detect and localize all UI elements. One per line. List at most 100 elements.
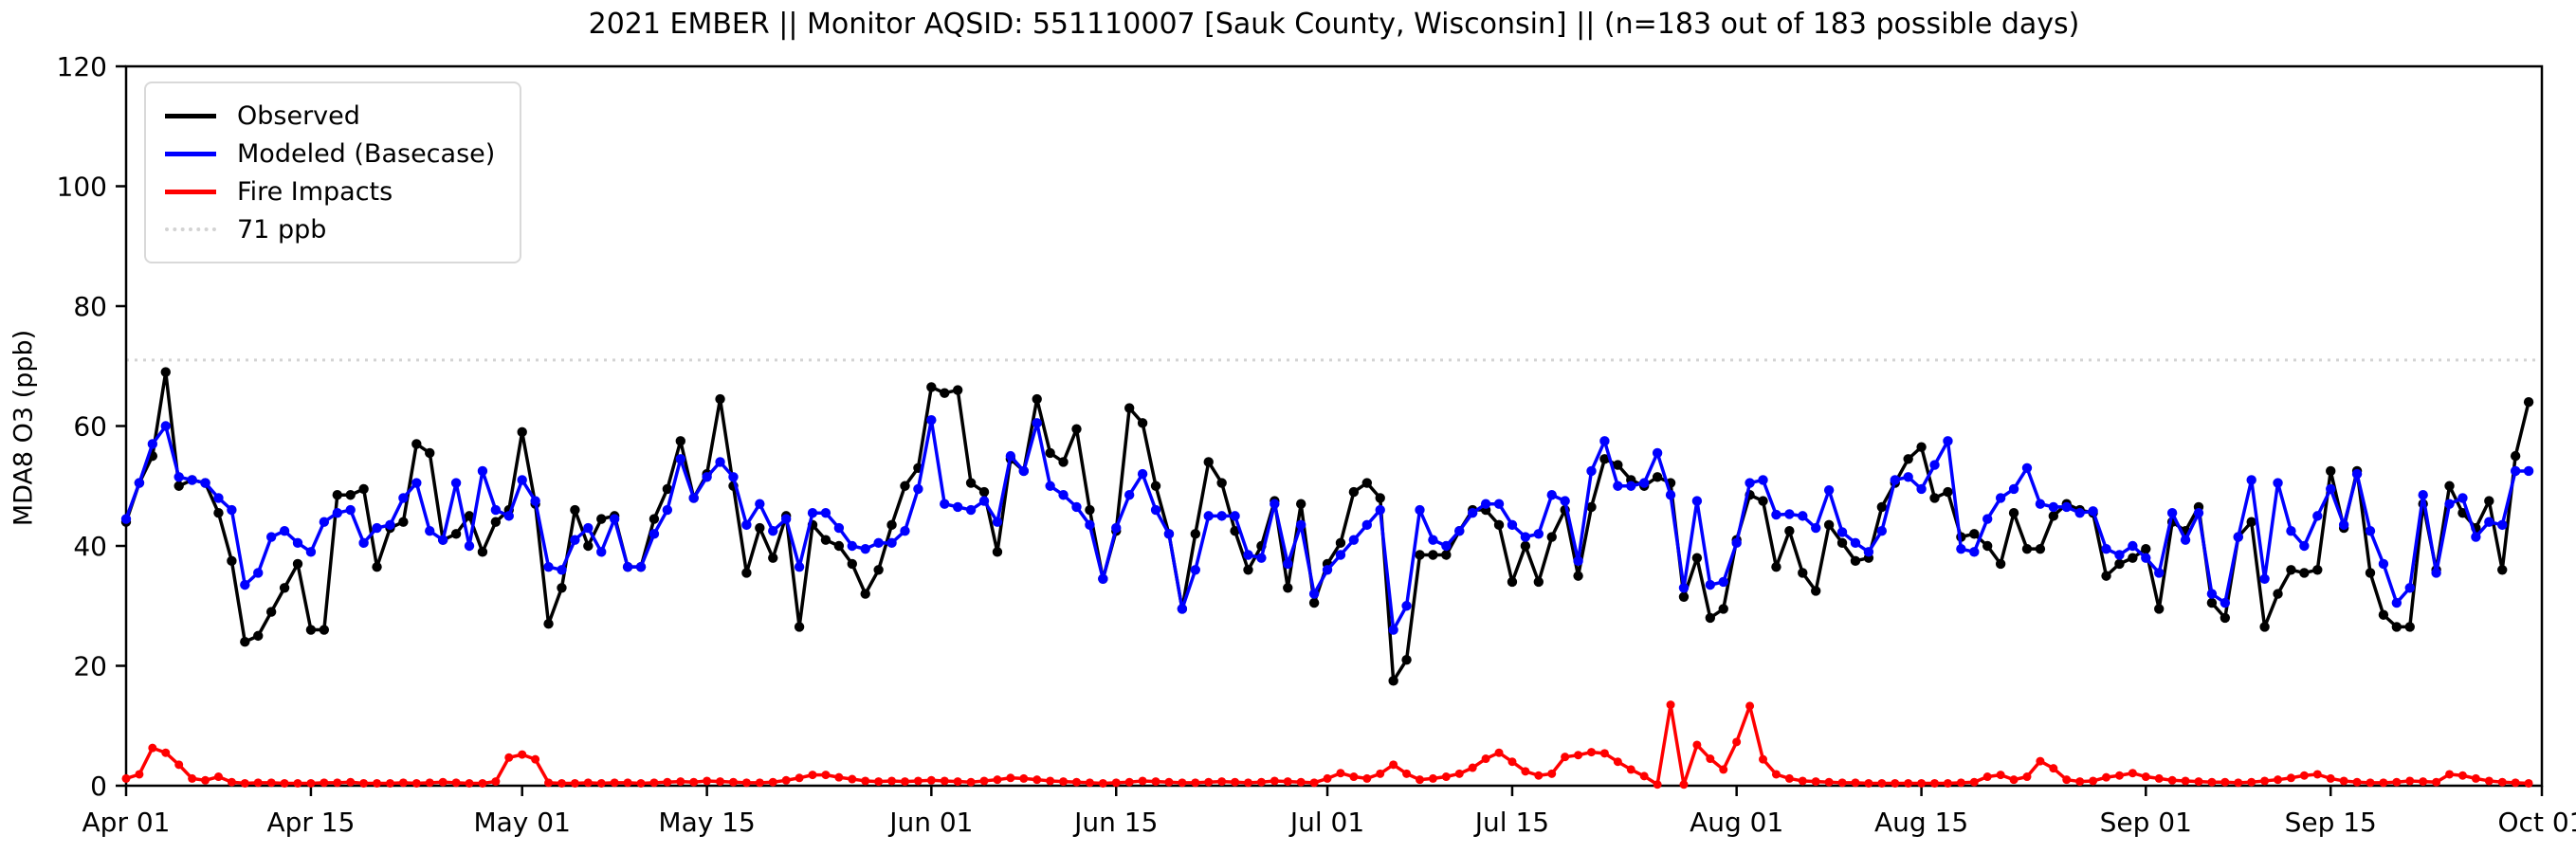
x-tick-label: Oct 01 xyxy=(2498,807,2576,838)
data-point xyxy=(2022,772,2032,782)
data-point xyxy=(1547,769,1557,778)
data-point xyxy=(1230,511,1240,521)
data-point xyxy=(385,778,394,788)
data-point xyxy=(900,525,910,536)
legend-label-observed: Observed xyxy=(237,100,360,131)
data-point xyxy=(741,778,751,788)
data-point xyxy=(1085,519,1095,531)
data-point xyxy=(1758,475,1768,485)
data-point xyxy=(940,388,950,398)
data-point xyxy=(2062,775,2072,785)
legend-item-threshold: 71 ppb xyxy=(165,210,495,248)
data-point xyxy=(2154,604,2165,614)
y-tick-label: 80 xyxy=(73,291,107,322)
data-point xyxy=(1771,561,1781,572)
data-point xyxy=(358,483,369,495)
data-point xyxy=(2378,609,2389,620)
legend-label-fire: Fire Impacts xyxy=(237,176,393,207)
data-point xyxy=(227,777,236,787)
data-point xyxy=(1943,486,1953,498)
data-point xyxy=(1574,751,1583,760)
data-point xyxy=(557,583,567,593)
data-point xyxy=(1416,775,1425,785)
data-point xyxy=(345,490,356,500)
data-point xyxy=(2524,778,2533,788)
data-point xyxy=(715,393,725,405)
data-point xyxy=(2036,756,2045,766)
data-point xyxy=(1943,778,1952,788)
data-point xyxy=(1759,754,1768,764)
data-point xyxy=(2431,568,2441,578)
data-point xyxy=(900,777,909,787)
data-point xyxy=(1652,472,1663,482)
data-point xyxy=(1046,776,1055,786)
data-point xyxy=(1653,780,1662,789)
data-point xyxy=(2299,568,2310,578)
data-point xyxy=(135,770,144,779)
data-point xyxy=(1376,769,1385,778)
data-point xyxy=(2523,465,2534,477)
data-point xyxy=(490,517,502,527)
data-point xyxy=(1005,450,1016,462)
data-point xyxy=(2246,475,2256,485)
data-point xyxy=(1771,509,1781,520)
data-point xyxy=(978,486,990,498)
data-point xyxy=(1375,504,1385,516)
legend-label-threshold: 71 ppb xyxy=(237,214,327,245)
data-point xyxy=(1335,537,1346,549)
data-point xyxy=(1903,454,1913,464)
data-point xyxy=(2075,777,2085,787)
data-point xyxy=(1533,576,1544,588)
data-point xyxy=(1203,457,1214,467)
data-point xyxy=(1019,773,1029,783)
data-point xyxy=(1969,547,1980,557)
data-point xyxy=(2247,777,2256,787)
data-point xyxy=(1415,550,1425,560)
data-point xyxy=(965,504,977,516)
data-point xyxy=(332,508,342,518)
data-point xyxy=(358,537,369,549)
legend-item-modeled: Modeled (Basecase) xyxy=(165,135,495,172)
data-point xyxy=(926,775,936,785)
data-point xyxy=(1401,601,1412,611)
data-point xyxy=(1837,778,1847,788)
data-point xyxy=(2379,778,2388,788)
x-tick-label: Apr 15 xyxy=(266,807,355,838)
data-point xyxy=(477,465,488,477)
data-point xyxy=(2312,770,2322,779)
data-point xyxy=(1573,571,1583,581)
data-point xyxy=(1032,393,1042,405)
data-point xyxy=(1098,778,1107,788)
data-point xyxy=(953,777,962,787)
data-point xyxy=(1691,496,1703,506)
data-point xyxy=(1798,511,1808,521)
data-point xyxy=(306,778,316,788)
data-point xyxy=(833,540,845,552)
data-point xyxy=(1428,550,1438,560)
x-tick-label: Jun 01 xyxy=(887,807,973,838)
data-point xyxy=(675,454,685,464)
data-point xyxy=(2008,508,2019,518)
data-point xyxy=(966,777,976,787)
data-point xyxy=(213,772,223,782)
data-point xyxy=(808,771,817,780)
data-point xyxy=(2471,773,2480,783)
data-point xyxy=(1415,504,1425,516)
data-point xyxy=(160,367,171,377)
data-point xyxy=(2021,463,2033,473)
data-point xyxy=(187,475,197,485)
data-point xyxy=(2273,478,2283,488)
data-point xyxy=(1705,579,1716,590)
data-point xyxy=(716,777,725,787)
data-point xyxy=(2391,622,2402,632)
y-tick-label: 100 xyxy=(57,172,107,203)
data-point xyxy=(2404,622,2415,632)
data-point xyxy=(1732,737,1742,747)
data-point xyxy=(1177,604,1188,614)
data-point xyxy=(201,775,210,785)
data-point xyxy=(1454,525,1465,536)
y-tick-label: 0 xyxy=(90,771,107,802)
data-point xyxy=(1163,529,1175,539)
data-point xyxy=(965,478,977,488)
